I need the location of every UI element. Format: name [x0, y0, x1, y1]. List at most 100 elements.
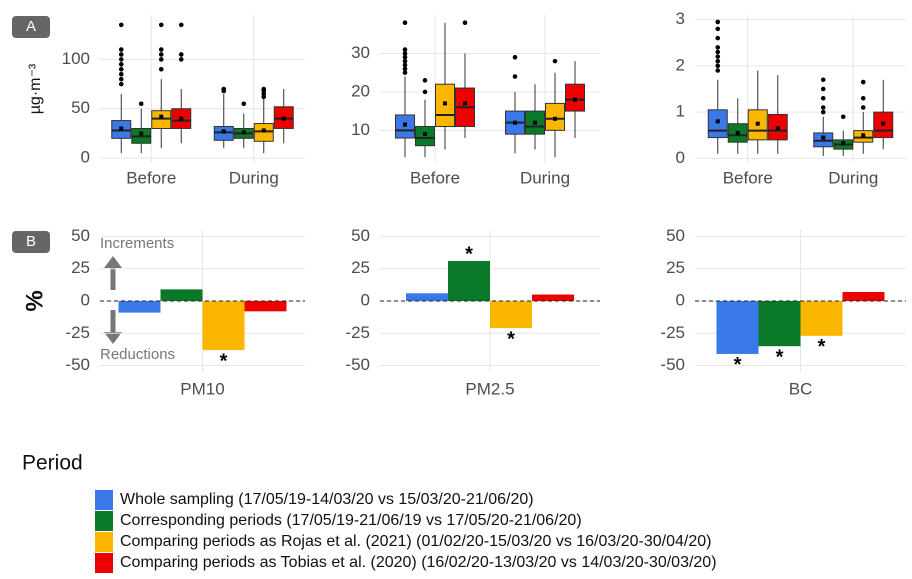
outlier: [402, 70, 408, 75]
y-tick-label: -25: [65, 323, 90, 342]
y-axis-label: µg·m⁻³: [27, 63, 44, 114]
outlier: [715, 68, 721, 73]
outlier: [402, 58, 408, 64]
outlier: [158, 52, 164, 57]
outlier: [118, 76, 124, 82]
bar: [244, 301, 287, 312]
legend-title: Period: [22, 452, 83, 475]
outlier: [221, 86, 227, 92]
outlier: [118, 62, 124, 67]
y-tick-label: 25: [71, 258, 90, 277]
y-tick-label: 0: [676, 148, 685, 167]
outlier: [402, 66, 408, 72]
legend-label: Comparing periods as Tobias et al. (2020…: [120, 554, 717, 571]
outlier: [820, 95, 826, 101]
mean-point: [221, 129, 226, 134]
mean-point: [443, 101, 447, 106]
outlier: [158, 66, 164, 72]
outlier: [158, 47, 164, 52]
mean-point: [159, 114, 164, 119]
y-tick-label: -50: [660, 355, 685, 374]
significance-mark: *: [465, 243, 473, 265]
bar: [118, 301, 161, 313]
y-tick-label: 50: [71, 226, 90, 245]
outlier: [178, 52, 184, 57]
bar: [202, 301, 245, 351]
mean-point: [881, 121, 886, 126]
outlier: [715, 54, 721, 59]
outlier: [118, 57, 124, 62]
x-tick-label: Before: [410, 168, 460, 187]
y-tick-label: 0: [676, 290, 685, 309]
legend-label: Corresponding periods (17/05/19-21/06/19…: [120, 512, 582, 529]
mean-point: [513, 120, 517, 125]
outlier: [422, 78, 428, 83]
outlier: [402, 20, 408, 25]
panel: 10 20 30 Before During: [351, 15, 600, 187]
mean-point: [463, 101, 467, 106]
bar: [842, 291, 885, 301]
mean-point: [119, 126, 124, 131]
panel: 0 1 2 3 Before During: [676, 9, 906, 187]
mean-point: [861, 133, 866, 138]
x-axis-label: PM10: [180, 379, 224, 398]
y-axis-label: %: [21, 290, 48, 311]
outlier: [820, 77, 826, 83]
bar: [406, 293, 448, 301]
outlier: [261, 86, 267, 92]
outlier: [422, 89, 428, 95]
outlier: [715, 45, 721, 50]
annotation: Increments: [100, 235, 174, 252]
y-tick-label: 50: [351, 226, 370, 245]
outlier: [715, 63, 721, 69]
panel: -50 -25 0 25 50 B% Increments Reductions PM10 *: [12, 226, 305, 398]
y-tick-label: 0: [81, 290, 90, 309]
outlier: [118, 22, 124, 28]
increment-arrow: [104, 256, 122, 290]
legend-swatch: [95, 490, 113, 510]
y-tick-label: 0: [361, 290, 370, 309]
bar: [716, 301, 759, 354]
mean-point: [755, 121, 760, 126]
x-tick-label: During: [828, 168, 878, 187]
x-tick-label: During: [229, 168, 279, 187]
outlier: [178, 22, 184, 28]
significance-mark: *: [734, 354, 742, 376]
outlier: [118, 66, 124, 72]
mean-point: [715, 119, 720, 124]
outlier: [402, 54, 408, 60]
outlier: [118, 52, 124, 57]
x-tick-label: Before: [723, 168, 773, 187]
mean-point: [179, 116, 184, 121]
outlier: [512, 54, 518, 60]
mean-point: [735, 130, 740, 135]
panel: 0 50 100 Aµg·m⁻³ Before During: [12, 15, 305, 187]
legend-label: Whole sampling (17/05/19-14/03/20 vs 15/…: [120, 491, 534, 508]
panel-label: A: [26, 18, 36, 35]
outlier: [402, 51, 408, 56]
outlier: [715, 26, 721, 32]
outlier: [715, 35, 721, 41]
outlier: [402, 47, 408, 52]
bar: [160, 289, 203, 301]
outlier: [402, 62, 408, 68]
y-tick-label: -50: [345, 355, 370, 374]
y-tick-label: 25: [351, 258, 370, 277]
mean-point: [403, 122, 407, 127]
box: [707, 109, 728, 139]
x-axis-label: PM2.5: [465, 379, 514, 398]
significance-mark: *: [776, 346, 784, 368]
y-tick-label: 2: [676, 55, 685, 74]
panel-label: B: [26, 233, 36, 250]
outlier: [118, 81, 124, 87]
outlier: [820, 105, 826, 110]
mean-point: [423, 132, 427, 137]
outlier: [512, 74, 518, 79]
mean-point: [261, 128, 266, 133]
y-tick-label: -50: [65, 355, 90, 374]
mean-point: [821, 135, 826, 140]
outlier: [840, 114, 846, 120]
annotation: Reductions: [100, 346, 175, 363]
panel: -50 -25 0 25 50 PM2.5 * *: [345, 226, 600, 398]
